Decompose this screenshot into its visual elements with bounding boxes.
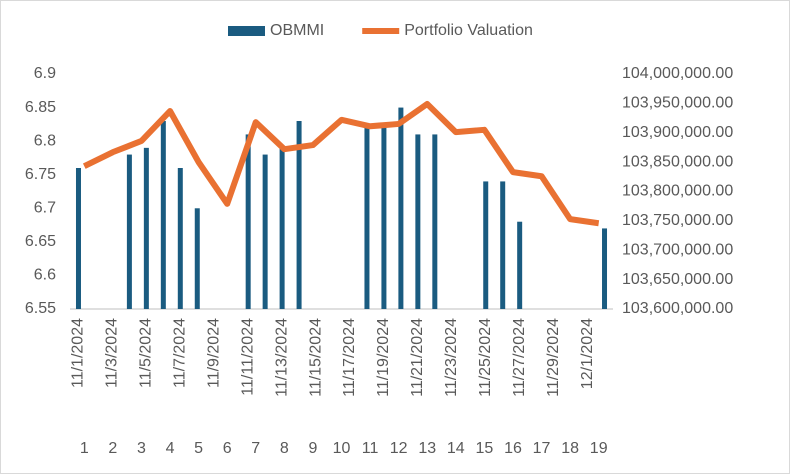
bar: [177, 168, 183, 309]
y-tick-label: 6.75: [25, 166, 56, 183]
y2-tick-label: 103,900,000.00: [622, 124, 733, 141]
x2-tick-label: 3: [137, 440, 146, 457]
bar: [381, 127, 387, 309]
y-tick-label: 6.65: [25, 233, 56, 250]
legend-label: Portfolio Valuation: [404, 22, 533, 39]
x-tick-label: 11/5/2024: [138, 318, 155, 388]
bar: [602, 228, 608, 309]
x2-tick-label: 18: [561, 440, 579, 457]
x2-tick-label: 10: [333, 440, 351, 457]
x2-tick-label: 4: [166, 440, 175, 457]
x2-tick-label: 11: [362, 440, 379, 457]
y2-tick-label: 103,700,000.00: [622, 241, 733, 258]
y-tick-label: 6.85: [25, 99, 56, 116]
bar: [432, 134, 438, 309]
x2-tick-label: 16: [504, 440, 522, 457]
bar: [279, 147, 285, 309]
x-tick-label: 11/1/2024: [70, 318, 87, 388]
x2-tick-label: 8: [280, 440, 289, 457]
y-tick-label: 6.6: [34, 267, 56, 284]
y2-tick-label: 103,750,000.00: [622, 212, 733, 229]
y2-tick-label: 103,600,000.00: [622, 300, 733, 317]
y-tick-label: 6.8: [34, 132, 56, 149]
bar: [364, 127, 370, 309]
x2-tick-label: 12: [390, 440, 408, 457]
bar: [143, 147, 149, 309]
bar: [398, 107, 404, 309]
bar: [75, 168, 81, 309]
x2-tick-label: 2: [108, 440, 117, 457]
y-tick-label: 6.55: [25, 300, 56, 317]
bar: [483, 181, 489, 309]
bar: [194, 208, 200, 309]
y-tick-label: 6.7: [34, 200, 56, 217]
x-tick-label: 11/17/2024: [341, 318, 358, 397]
x-tick-label: 11/23/2024: [443, 318, 460, 397]
x-tick-label: 11/27/2024: [511, 318, 528, 397]
bar: [245, 134, 251, 309]
x2-tick-label: 17: [533, 440, 551, 457]
bar: [500, 181, 506, 309]
x-tick-label: 12/1/2024: [579, 318, 596, 389]
x2-tick-label: 1: [80, 440, 89, 457]
bar: [296, 121, 302, 309]
x2-tick-label: 19: [590, 440, 608, 457]
bar: [126, 154, 132, 309]
x2-tick-label: 7: [251, 440, 260, 457]
x-tick-label: 11/21/2024: [409, 318, 426, 397]
bar: [415, 134, 421, 309]
x2-tick-label: 14: [447, 440, 465, 457]
y2-tick-label: 103,650,000.00: [622, 271, 733, 288]
x-tick-label: 11/29/2024: [545, 318, 562, 397]
bar: [517, 221, 523, 309]
y2-tick-label: 103,800,000.00: [622, 183, 733, 200]
x-tick-label: 11/3/2024: [104, 318, 121, 388]
x-tick-label: 11/7/2024: [172, 318, 189, 388]
x2-tick-label: 15: [475, 440, 493, 457]
x-tick-label: 11/19/2024: [375, 318, 392, 397]
line: [82, 100, 600, 227]
x2-tick-label: 5: [194, 440, 203, 457]
x2-tick-label: 13: [418, 440, 436, 457]
y2-tick-label: 103,950,000.00: [622, 95, 733, 112]
x-tick-label: 11/25/2024: [477, 318, 494, 397]
legend-label: OBMMI: [270, 22, 324, 39]
y2-tick-label: 103,850,000.00: [622, 153, 733, 170]
x-tick-label: 11/9/2024: [205, 318, 222, 388]
x-tick-label: 11/13/2024: [273, 318, 290, 397]
legend-swatch: [228, 26, 265, 36]
x-tick-label: 11/15/2024: [307, 318, 324, 397]
x2-tick-label: 6: [223, 440, 232, 457]
x-tick-label: 11/11/2024: [239, 318, 256, 396]
y2-tick-label: 104,000,000.00: [622, 65, 733, 82]
x2-tick-label: 9: [308, 440, 317, 457]
y-tick-label: 6.9: [34, 65, 56, 82]
bar: [160, 121, 166, 309]
bar: [262, 154, 268, 309]
